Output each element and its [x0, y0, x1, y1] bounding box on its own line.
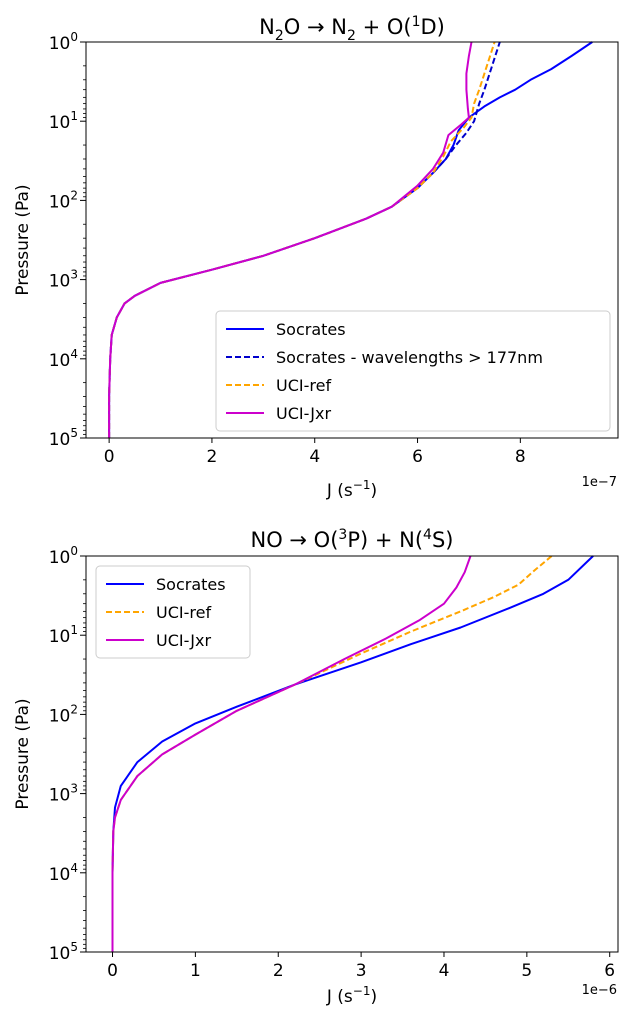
legend-label: Socrates - wavelengths > 177nm: [276, 348, 543, 367]
series-layer: [111, 555, 594, 952]
x-axis: 0 1 2 3 4 5 6: [107, 952, 615, 981]
legend: Socrates Socrates - wavelengths > 177nm UC…: [215, 310, 611, 432]
plot-frame: [85, 555, 619, 953]
chart-title: NO → O(3P) + N(4S): [250, 527, 453, 552]
y-tick-label: 103: [49, 782, 78, 806]
y-tick-label: 102: [49, 702, 78, 726]
x-axis-label: J (s−1): [326, 478, 377, 501]
x-tick-label: 6: [412, 447, 423, 467]
y-tick-label: 104: [49, 861, 78, 885]
x-tick-label: 4: [309, 447, 320, 467]
x-tick-label: 3: [356, 961, 367, 981]
x-tick-label: 1: [190, 961, 201, 981]
y-axis-label: Pressure (Pa): [13, 184, 33, 295]
y-tick-label: 101: [49, 109, 78, 133]
x-scale-label: 1e−6: [582, 983, 617, 998]
legend-label: UCI-Jxr: [276, 404, 331, 423]
x-axis-label: J (s−1): [326, 984, 377, 1007]
legend-label: UCI-ref: [156, 603, 211, 622]
x-tick-label: 0: [107, 961, 118, 981]
series-line-1: [111, 555, 594, 952]
legend-label: UCI-Jxr: [156, 631, 211, 650]
x-tick-label: 6: [604, 961, 615, 981]
y-tick-label: 104: [49, 347, 78, 371]
x-scale-label: 1e−7: [582, 475, 617, 490]
x-tick-label: 5: [521, 961, 532, 981]
legend-box: [95, 565, 251, 659]
x-tick-label: 8: [515, 447, 526, 467]
y-tick-label: 100: [49, 30, 78, 54]
series-line-4: [108, 41, 473, 438]
y-axis: 100 101 102 103 104 105: [49, 30, 86, 450]
x-tick-label: 0: [104, 447, 115, 467]
plot-frame: [85, 41, 619, 439]
series-line-3: [111, 555, 472, 952]
y-tick-label: 103: [49, 268, 78, 292]
legend-box: [215, 310, 611, 432]
series-layer: [108, 41, 593, 438]
y-tick-label: 105: [49, 426, 78, 450]
legend-label: Socrates: [156, 575, 226, 594]
x-tick-label: 4: [439, 961, 450, 981]
x-tick-label: 2: [207, 447, 218, 467]
legend: Socrates UCI-ref UCI-Jxr: [95, 565, 251, 659]
y-tick-label: 105: [49, 940, 78, 964]
y-tick-label: 102: [49, 188, 78, 212]
chart-title: N2O → N2 + O(1D): [259, 14, 445, 44]
x-tick-label: 2: [273, 961, 284, 981]
x-axis: 0 2 4 6 8: [104, 438, 526, 467]
y-axis: 100 101 102 103 104 105: [49, 544, 86, 964]
y-tick-label: 101: [49, 623, 78, 647]
y-tick-label: 100: [49, 544, 78, 568]
legend-label: UCI-ref: [276, 376, 331, 395]
y-axis-label: Pressure (Pa): [13, 698, 33, 809]
legend-label: Socrates: [276, 320, 346, 339]
